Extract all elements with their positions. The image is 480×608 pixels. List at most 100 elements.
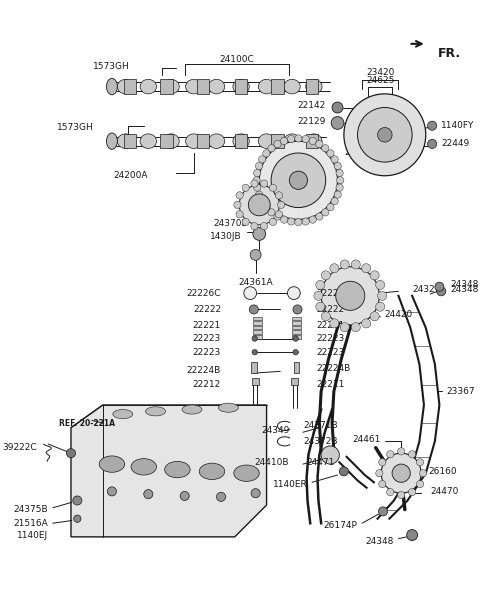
Text: 22222: 22222 [317, 305, 345, 314]
Ellipse shape [233, 134, 249, 148]
Circle shape [316, 140, 323, 148]
Circle shape [321, 312, 330, 321]
Circle shape [242, 218, 249, 226]
Text: 24372B: 24372B [303, 437, 337, 446]
Polygon shape [71, 405, 266, 537]
Ellipse shape [284, 79, 300, 94]
Circle shape [271, 153, 326, 207]
Circle shape [66, 449, 75, 458]
Bar [251, 362, 256, 373]
Bar [292, 335, 301, 339]
Bar [271, 134, 284, 148]
Circle shape [351, 260, 360, 269]
Circle shape [180, 491, 189, 500]
Circle shape [420, 469, 427, 477]
Circle shape [379, 458, 386, 466]
Circle shape [322, 145, 329, 152]
Circle shape [378, 291, 387, 300]
Circle shape [108, 487, 117, 496]
Circle shape [334, 162, 341, 170]
Text: 1140EJ: 1140EJ [17, 531, 48, 539]
Text: 22223: 22223 [193, 348, 221, 357]
Circle shape [336, 282, 365, 310]
Circle shape [259, 156, 266, 163]
Bar [252, 378, 259, 385]
Circle shape [73, 496, 82, 505]
Text: 1140FY: 1140FY [441, 121, 475, 130]
Text: 21516A: 21516A [13, 519, 48, 528]
Circle shape [408, 488, 416, 496]
Text: 24349: 24349 [261, 426, 289, 435]
Bar [124, 134, 136, 148]
Circle shape [327, 150, 334, 157]
Text: 1573GH: 1573GH [57, 123, 94, 132]
Bar [291, 378, 299, 385]
Circle shape [428, 121, 437, 130]
Bar [294, 362, 300, 373]
Text: 24371B: 24371B [303, 421, 337, 430]
Circle shape [387, 488, 394, 496]
Circle shape [288, 136, 295, 143]
Ellipse shape [233, 79, 249, 94]
Circle shape [321, 267, 379, 325]
Circle shape [334, 191, 341, 198]
Ellipse shape [118, 134, 134, 148]
Text: 24321: 24321 [412, 285, 441, 294]
Circle shape [417, 458, 424, 466]
Text: REF. 20-221A: REF. 20-221A [59, 419, 115, 427]
Text: 22223: 22223 [317, 348, 345, 357]
Circle shape [309, 137, 316, 145]
Circle shape [387, 451, 394, 458]
Text: 23420: 23420 [366, 69, 395, 77]
Circle shape [358, 108, 412, 162]
Circle shape [316, 280, 325, 289]
Text: 24200A: 24200A [114, 171, 148, 180]
Circle shape [336, 184, 343, 191]
Text: 24348: 24348 [450, 285, 479, 294]
Ellipse shape [293, 305, 302, 314]
Circle shape [269, 184, 276, 192]
Text: 24361A: 24361A [239, 278, 273, 286]
Circle shape [255, 191, 263, 198]
Circle shape [370, 271, 379, 280]
Circle shape [276, 211, 283, 218]
Text: 24470: 24470 [430, 487, 459, 496]
Circle shape [378, 128, 392, 142]
Text: 26174P: 26174P [324, 522, 358, 530]
Circle shape [274, 213, 281, 220]
Circle shape [397, 447, 405, 455]
Circle shape [336, 177, 344, 184]
Circle shape [268, 145, 275, 152]
Ellipse shape [163, 134, 179, 148]
Circle shape [250, 249, 261, 260]
Text: 24370B: 24370B [214, 218, 248, 227]
Circle shape [344, 94, 426, 176]
Circle shape [321, 271, 330, 280]
Text: 22222: 22222 [193, 305, 221, 314]
Text: 22211: 22211 [317, 379, 345, 389]
Circle shape [263, 204, 270, 211]
Ellipse shape [258, 79, 275, 94]
Text: 24375B: 24375B [13, 505, 48, 514]
Ellipse shape [234, 465, 259, 482]
Text: 24461: 24461 [352, 435, 380, 444]
Text: 22226C: 22226C [317, 289, 351, 297]
Circle shape [251, 223, 258, 230]
Text: 24348: 24348 [366, 537, 394, 546]
Circle shape [251, 180, 258, 187]
Circle shape [288, 287, 300, 300]
Text: 22223: 22223 [317, 334, 345, 343]
Ellipse shape [165, 461, 190, 478]
Circle shape [242, 184, 249, 192]
Text: 24471: 24471 [306, 458, 335, 467]
Text: 22212: 22212 [193, 379, 221, 389]
Circle shape [376, 469, 383, 477]
Circle shape [293, 336, 299, 341]
Text: 22224B: 22224B [187, 366, 221, 375]
Circle shape [302, 218, 309, 225]
Text: 22221: 22221 [317, 322, 345, 330]
Circle shape [261, 223, 268, 230]
Circle shape [277, 201, 285, 209]
Ellipse shape [131, 458, 156, 475]
Circle shape [321, 446, 339, 464]
